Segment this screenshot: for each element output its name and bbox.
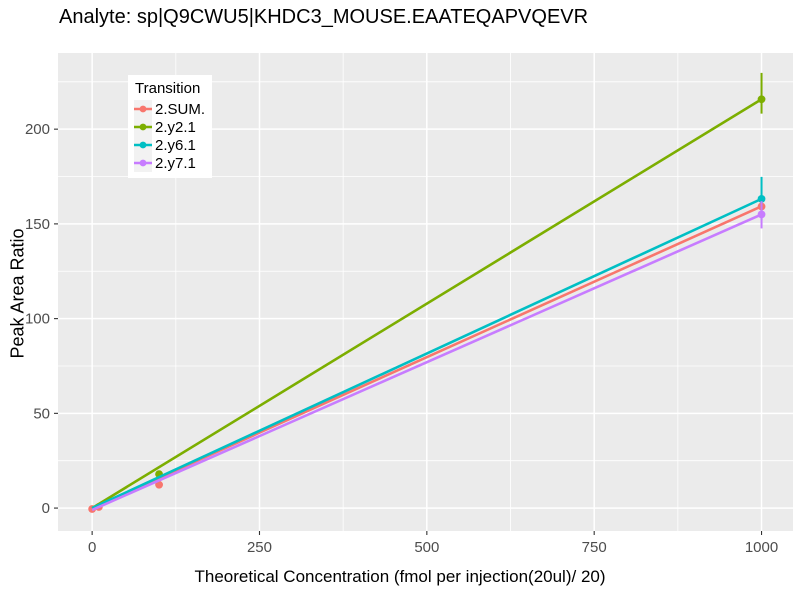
y-tick-label: 50 [33, 405, 50, 422]
data-point [757, 194, 766, 203]
legend-items: 2.SUM. 2.y2.1 2.y6.1 2.y7.1 [134, 100, 205, 172]
series-line [91, 213, 763, 512]
legend-item: 2.SUM. [134, 100, 205, 118]
legend-key-icon [134, 154, 152, 172]
y-tick-label: 200 [25, 121, 50, 138]
series-2.y2.1 [91, 72, 766, 510]
legend-item-label: 2.y6.1 [155, 136, 196, 154]
x-tick-label: 500 [414, 539, 439, 556]
legend-item-label: 2.y2.1 [155, 118, 196, 136]
series-line [91, 98, 763, 510]
legend-item: 2.y6.1 [134, 136, 205, 154]
legend-title: Transition [135, 80, 201, 97]
legend-key-icon [134, 118, 152, 136]
series-line [91, 197, 763, 510]
chart-title: Analyte: sp|Q9CWU5|KHDC3_MOUSE.EAATEQAPV… [59, 6, 589, 28]
x-axis-label: Theoretical Concentration (fmol per inje… [194, 567, 606, 586]
data-point [757, 95, 766, 104]
legend-key-icon [134, 100, 152, 118]
legend-item-label: 2.SUM. [155, 100, 206, 118]
y-tick-label: 100 [25, 311, 50, 328]
y-axis-label: Peak Area Ratio [7, 228, 28, 359]
x-tick-label: 750 [582, 539, 607, 556]
legend: Transition 2.SUM. 2.y2.1 2.y6.1 2.y7.1 [128, 75, 213, 178]
x-tick-label: 0 [88, 539, 96, 556]
y-tick-label: 150 [25, 216, 50, 233]
x-tick-label: 1000 [745, 539, 778, 556]
y-tick-label: 0 [42, 500, 50, 517]
legend-key-icon [134, 136, 152, 154]
series-2.y7.1 [91, 201, 766, 512]
legend-item-label: 2.y7.1 [155, 154, 196, 172]
series-2.y6.1 [91, 176, 766, 510]
legend-item: 2.y2.1 [134, 118, 205, 136]
legend-item: 2.y7.1 [134, 154, 205, 172]
axis-ticks: 0 250 500 750 1000 0 50 100 150 200 [25, 121, 778, 556]
data-point [757, 210, 766, 219]
x-tick-label: 250 [247, 539, 272, 556]
data-point [155, 480, 163, 489]
